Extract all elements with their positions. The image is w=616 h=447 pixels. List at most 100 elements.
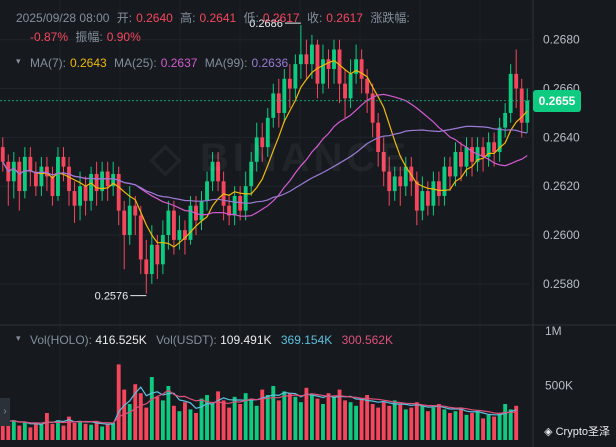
volume-legend-collapse-icon[interactable]: ▾: [16, 333, 21, 343]
candle-body: [83, 186, 88, 201]
volume-bar: [414, 402, 419, 440]
candle-body: [282, 78, 287, 113]
ma99-line: [2, 125, 528, 204]
volume-bar: [111, 422, 116, 440]
volume-bar: [398, 404, 403, 440]
volume-bar: [370, 404, 375, 440]
credit-label: ◈ Crypto圣泽: [544, 423, 610, 439]
volume-bar: [359, 398, 364, 440]
candle-body: [67, 166, 71, 192]
candle-body: [249, 161, 254, 187]
volume-bar: [67, 416, 71, 440]
candle-body: [332, 49, 336, 70]
volume-bar: [232, 396, 237, 440]
y-tick-label: 0.2600: [543, 228, 580, 242]
volume-bar: [486, 414, 491, 440]
candle-body: [398, 176, 403, 187]
volume-bar: [448, 413, 452, 440]
volume-bar: [127, 404, 132, 440]
ma99-label: MA(99):: [204, 56, 248, 70]
candle-body: [111, 173, 116, 187]
volume-bar: [105, 423, 110, 440]
volume-bar: [183, 402, 187, 440]
candle-body: [188, 205, 193, 240]
candle-body: [492, 142, 497, 153]
candle-body: [431, 181, 436, 206]
y-tick-label: 0.2680: [543, 33, 580, 47]
candle-date: 2025/09/28 08:00: [16, 11, 110, 25]
volume-bar: [144, 407, 149, 440]
volume-bar: [309, 395, 314, 440]
volume-bar: [210, 404, 215, 440]
candle-body: [89, 173, 94, 201]
volume-bar: [282, 391, 287, 440]
candle-body: [304, 54, 309, 65]
ohlc-header-2: -0.87% 振幅: 0.90%: [30, 28, 145, 45]
amplitude-value: 0.90%: [106, 30, 141, 44]
volume-bar: [459, 407, 463, 440]
legend-collapse-icon[interactable]: ▾: [16, 56, 21, 66]
change-value: -0.87%: [30, 30, 69, 44]
y-tick-label: 0.2620: [543, 179, 580, 193]
volume-bar: [39, 424, 44, 440]
volume-bar: [492, 416, 497, 440]
ma-legend: MA(7): 0.2643 MA(25): 0.2637 MA(99): 0.2636: [30, 56, 292, 70]
vol-usdt-label: Vol(USDT):: [156, 333, 217, 347]
candle-body: [155, 244, 160, 265]
candle-body: [227, 205, 232, 216]
volume-bar: [94, 422, 99, 440]
candle-body: [271, 93, 276, 118]
candle-body: [425, 191, 430, 206]
candle-body: [326, 59, 331, 70]
volume-bar: [470, 413, 474, 440]
volume-bar: [381, 402, 386, 440]
candle-body: [337, 49, 342, 84]
volume-bar: [171, 405, 176, 440]
candle-body: [354, 59, 359, 74]
collapse-left-button[interactable]: ›: [0, 398, 10, 426]
volume-bar: [464, 414, 469, 440]
candle-body: [365, 78, 370, 94]
high-value: 0.2641: [199, 11, 237, 25]
volume-bar: [56, 420, 60, 440]
volume-bar: [138, 393, 143, 440]
candle-body: [50, 176, 55, 196]
volume-bar: [425, 411, 430, 440]
volume-bar: [420, 405, 425, 440]
vol-holo-label: Vol(HOLO):: [30, 333, 93, 347]
candle-body: [470, 147, 474, 162]
candle-body: [276, 93, 281, 113]
candle-body: [514, 73, 519, 89]
volume-bar: [100, 426, 105, 440]
candle-body: [232, 195, 237, 216]
candle-body: [28, 156, 33, 172]
watermark: ◇ BINANCE: [150, 136, 411, 180]
candle-body: [448, 166, 452, 177]
candle-body: [144, 259, 149, 275]
candle-body: [420, 191, 425, 211]
annotation-label: 0.2686: [249, 18, 283, 30]
candle-body: [442, 166, 447, 196]
candle-body: [127, 205, 132, 236]
ma7-line: [2, 60, 528, 248]
candle-body: [508, 73, 513, 113]
amplitude-label: 振幅:: [75, 30, 103, 44]
volume-bar: [72, 422, 77, 440]
volume-bar: [44, 413, 49, 440]
volume-bar: [177, 411, 182, 440]
candle-body: [359, 59, 364, 79]
candle-body: [293, 64, 298, 89]
close-label: 收:: [306, 11, 323, 25]
volume-bar: [343, 400, 347, 440]
candle-body: [497, 127, 502, 153]
volume-bar: [155, 396, 160, 440]
volume-bar: [376, 407, 381, 440]
volume-bar: [497, 413, 502, 440]
candle-body: [17, 161, 22, 192]
volume-bar: [431, 407, 436, 440]
candle-body: [0, 147, 5, 162]
candle-body: [387, 171, 392, 192]
volume-bar: [238, 404, 243, 440]
candle-body: [381, 152, 386, 172]
